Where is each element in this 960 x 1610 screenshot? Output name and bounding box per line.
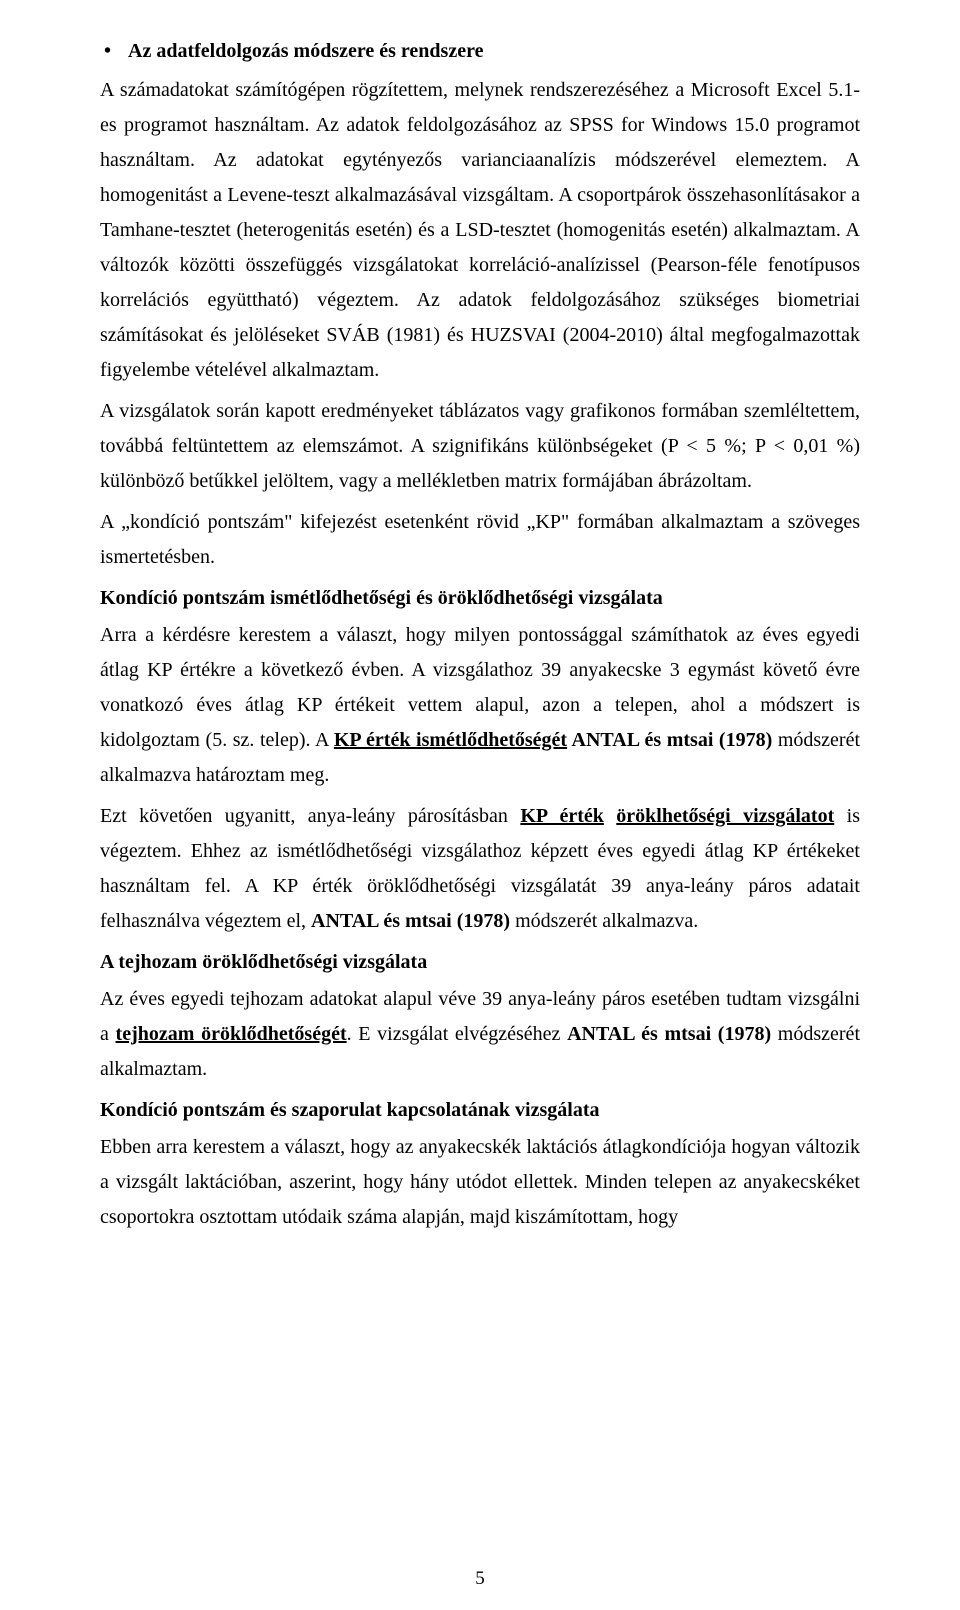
section-heading-3: Kondíció pontszám és szaporulat kapcsola… — [100, 1093, 860, 1128]
bullet-heading: Az adatfeldolgozás módszere és rendszere — [100, 40, 860, 63]
paragraph-7: Ebben arra kerestem a választ, hogy az a… — [100, 1130, 860, 1235]
p5-ref-antal: ANTAL és mtsai (1978) — [311, 910, 510, 932]
paragraph-1: A számadatokat számítógépen rögzítettem,… — [100, 73, 860, 388]
page-container: Az adatfeldolgozás módszere és rendszere… — [0, 0, 960, 1610]
bullet-heading-text: Az adatfeldolgozás módszere és rendszere — [128, 40, 483, 62]
paragraph-3-text: A „kondíció pontszám" kifejezést esetenk… — [100, 511, 860, 568]
section-heading-1: Kondíció pontszám ismétlődhetőségi és ör… — [100, 581, 860, 616]
p6-s3: . E vizsgálat elvégzéséhez — [347, 1023, 567, 1045]
paragraph-2: A vizsgálatok során kapott eredményeket … — [100, 394, 860, 499]
p5-emph-herit: öröklhetőségi vizsgálatot — [616, 805, 834, 827]
paragraph-5: Ezt követően ugyanitt, anya-leány párosí… — [100, 799, 860, 939]
p5-s7: módszerét alkalmazva. — [510, 910, 698, 932]
page-number-text: 5 — [475, 1568, 485, 1589]
p4-emph-kp-repeat: KP érték ismétlődhetőségét — [334, 729, 567, 751]
paragraph-4: Arra a kérdésre kerestem a választ, hogy… — [100, 618, 860, 793]
p5-space — [604, 805, 616, 827]
page-number: 5 — [0, 1568, 960, 1590]
section-heading-3-text: Kondíció pontszám és szaporulat kapcsola… — [100, 1099, 599, 1121]
p4-s2: A — [315, 729, 334, 751]
p6-emph-milk: tejhozam öröklődhetőségét — [116, 1023, 347, 1045]
section-heading-2-text: A tejhozam öröklődhetőségi vizsgálata — [100, 951, 427, 973]
paragraph-6: Az éves egyedi tejhozam adatokat alapul … — [100, 982, 860, 1087]
paragraph-7-text: Ebben arra kerestem a választ, hogy az a… — [100, 1136, 860, 1228]
section-heading-2: A tejhozam öröklődhetőségi vizsgálata — [100, 945, 860, 980]
p4-ref-antal: ANTAL és mtsai (1978) — [567, 729, 772, 751]
p5-s1: Ezt követően ugyanitt, anya-leány párosí… — [100, 805, 520, 827]
paragraph-3: A „kondíció pontszám" kifejezést esetenk… — [100, 505, 860, 575]
paragraph-2-text: A vizsgálatok során kapott eredményeket … — [100, 400, 860, 492]
paragraph-1-text: A számadatokat számítógépen rögzítettem,… — [100, 79, 860, 381]
section-heading-1-text: Kondíció pontszám ismétlődhetőségi és ör… — [100, 587, 663, 609]
p5-emph-kp: KP érték — [520, 805, 604, 827]
p6-ref-antal: ANTAL és mtsai (1978) — [567, 1023, 771, 1045]
